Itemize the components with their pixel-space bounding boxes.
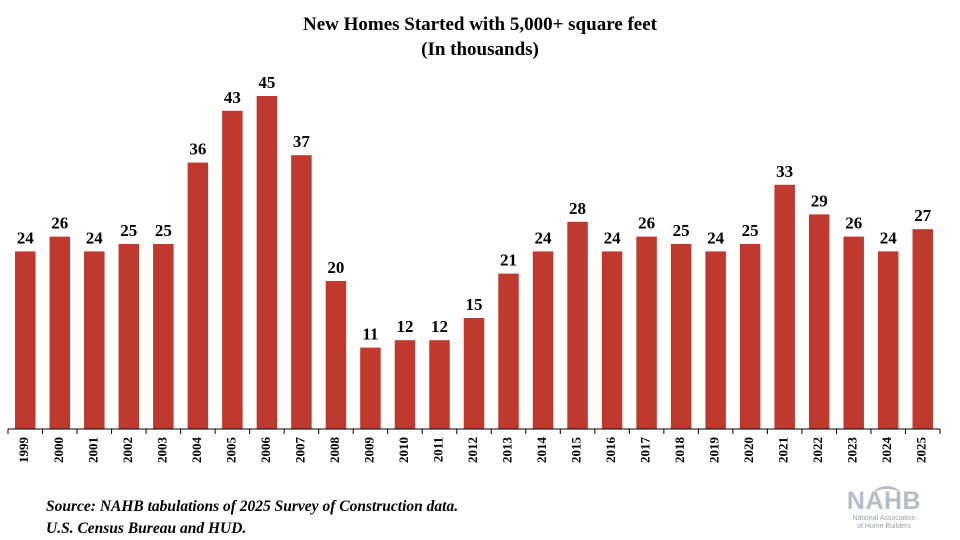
x-tick-label: 2005 [223,437,238,464]
chart-subtitle: (In thousands) [421,39,539,60]
data-label: 12 [431,317,448,336]
data-label: 25 [155,221,172,240]
bar [808,214,830,429]
data-label: 26 [638,214,655,233]
logo-subtitle: National Association of Home Builders [836,515,932,531]
x-tick-label: 2018 [672,437,687,464]
x-tick-label: 2015 [569,437,584,464]
data-label: 21 [500,251,517,270]
data-label: 25 [742,221,759,240]
data-label: 24 [86,228,104,247]
x-tick-label: 2012 [465,437,480,463]
x-tick-label: 2014 [534,437,549,464]
x-tick-label: 2009 [361,437,376,464]
bar [670,244,692,429]
chart-title: New Homes Started with 5,000+ square fee… [302,14,657,35]
data-label: 24 [707,228,725,247]
data-label: 24 [880,228,898,247]
x-tick-label: 2004 [189,437,204,464]
bar [912,229,933,429]
x-tick-label: 2016 [603,437,618,464]
data-label: 43 [224,88,241,107]
data-label: 12 [396,317,413,336]
logo-subtitle-line-1: National Association [852,515,916,522]
bar [291,155,312,429]
x-tick-label: 2023 [845,437,860,464]
data-label: 15 [466,295,483,314]
data-label: 24 [535,228,553,247]
bar [636,236,657,429]
bar [222,110,243,430]
bar [118,244,140,429]
data-label: 29 [811,191,828,210]
x-tick-label: 1999 [16,437,31,464]
source-line-2: U.S. Census Bureau and HUD. [46,520,247,537]
x-tick-label: 2000 [51,437,66,463]
bar [567,221,588,429]
bar [15,251,36,429]
source-note: Source: NAHB tabulations of 2025 Survey … [46,496,458,540]
logo-subtitle-line-2: of Home Builders [857,523,911,530]
source-line-1: Source: NAHB tabulations of 2025 Survey … [46,498,459,515]
bar [153,244,174,429]
bar [394,340,416,429]
data-label: 20 [327,258,344,277]
bar [532,251,554,429]
data-label: 26 [51,214,68,233]
data-label: 26 [845,214,862,233]
x-tick-label: 2025 [914,437,929,464]
x-tick-label: 2010 [396,437,411,463]
data-label: 24 [604,228,622,247]
logo-roof-arc [874,486,900,501]
nahb-logo: NAHB National Association of Home Builde… [836,486,932,534]
bar [325,281,347,429]
bar [429,340,450,429]
bar [84,251,105,429]
bar [360,347,381,429]
bar [49,236,71,429]
x-tick-label: 2007 [292,437,307,464]
data-label: 27 [914,206,932,225]
data-label: 28 [569,199,586,218]
x-tick-label: 2003 [154,437,169,464]
bar [463,318,485,429]
x-tick-label: 2013 [500,437,515,464]
bar [187,162,209,429]
data-label: 24 [17,228,35,247]
bar [498,273,519,429]
data-label: 45 [258,73,275,92]
bar [705,251,726,429]
data-label: 37 [293,132,311,151]
data-label: 25 [120,221,137,240]
x-tick-label: 2019 [707,437,722,464]
data-label: 25 [673,221,690,240]
x-tick-label: 2021 [776,437,791,463]
x-tick-label: 2022 [810,437,825,463]
x-tick-label: 2006 [258,437,273,464]
data-label: 11 [362,325,378,344]
x-tick-label: 2002 [120,437,135,463]
logo-wordmark: NAHB [846,487,922,515]
data-label: 33 [776,162,793,181]
bar [774,184,795,429]
data-label: 36 [189,140,206,159]
x-tick-label: 2001 [85,437,100,463]
bar [601,251,623,429]
x-tick-label: 2011 [430,437,445,462]
x-tick-label: 2008 [327,437,342,464]
x-tick-label: 2017 [638,437,653,464]
chart-title-block: New Homes Started with 5,000+ square fee… [0,12,960,62]
bar [739,244,761,429]
bar [843,236,864,429]
bar [877,251,899,429]
bar [256,96,278,429]
x-tick-label: 2024 [879,437,894,464]
x-tick-label: 2020 [741,437,756,463]
